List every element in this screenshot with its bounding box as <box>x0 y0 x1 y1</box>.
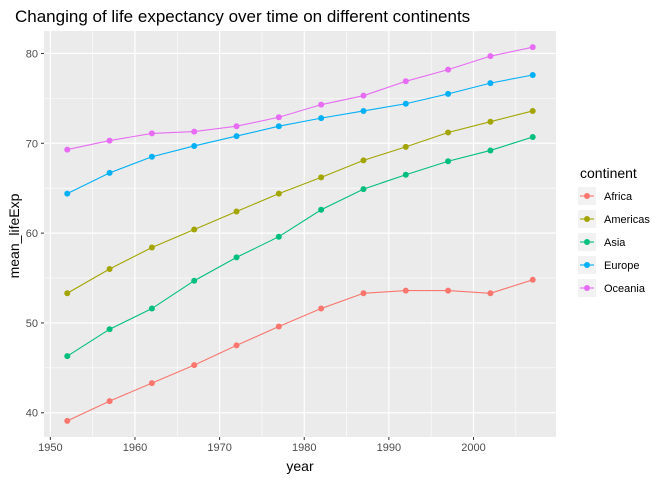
legend-key-point-oceania <box>584 285 590 291</box>
data-point-africa <box>487 290 494 297</box>
y-tick-label: 40 <box>26 408 38 420</box>
data-point-africa <box>529 276 536 283</box>
legend-key-point-asia <box>584 239 590 245</box>
data-point-asia <box>360 186 367 193</box>
data-point-americas <box>148 244 155 251</box>
data-point-oceania <box>360 92 367 99</box>
data-point-europe <box>64 190 71 197</box>
data-point-oceania <box>106 137 113 144</box>
data-point-asia <box>445 158 452 165</box>
x-tick-label: 1950 <box>38 442 62 454</box>
legend-label-asia: Asia <box>604 237 626 249</box>
data-point-oceania <box>487 53 494 60</box>
legend-key-point-americas <box>584 216 590 222</box>
data-point-asia <box>64 353 71 360</box>
data-point-africa <box>191 362 198 369</box>
data-point-oceania <box>529 44 536 51</box>
plot-panel <box>44 31 556 437</box>
data-point-europe <box>233 133 240 140</box>
legend-label-europe: Europe <box>604 260 639 272</box>
data-point-africa <box>445 287 452 294</box>
legend-label-oceania: Oceania <box>604 283 646 295</box>
series-lines <box>66 46 533 422</box>
data-point-oceania <box>318 101 325 108</box>
data-point-asia <box>487 147 494 154</box>
series-points <box>64 44 536 424</box>
data-point-africa <box>64 417 71 424</box>
x-axis-title: year <box>286 458 314 474</box>
data-point-europe <box>529 72 536 79</box>
chart-title: Changing of life expectancy over time on… <box>15 7 470 26</box>
x-tick-label: 1990 <box>377 442 401 454</box>
data-point-oceania <box>402 78 409 85</box>
data-point-asia <box>402 171 409 178</box>
data-point-europe <box>402 100 409 107</box>
legend: continent Africa Americas Asia Europe Oceani… <box>578 165 650 297</box>
data-point-americas <box>487 118 494 125</box>
series-line-oceania <box>67 46 533 151</box>
legend-key-point-europe <box>584 262 590 268</box>
data-point-asia <box>106 326 113 333</box>
data-point-americas <box>64 290 71 297</box>
series-line-europe <box>67 74 533 195</box>
data-point-americas <box>191 226 198 233</box>
series-line-asia <box>66 136 533 357</box>
data-point-oceania <box>445 66 452 73</box>
x-tick-label: 1960 <box>123 442 147 454</box>
data-point-europe <box>191 142 198 149</box>
y-axis-title: mean_lifeExp <box>6 193 22 278</box>
grid-minor <box>44 31 556 437</box>
series-line-africa <box>67 279 533 422</box>
data-point-asia <box>233 254 240 261</box>
data-point-asia <box>318 206 325 213</box>
data-point-europe <box>275 123 282 130</box>
data-point-oceania <box>64 146 71 153</box>
data-point-americas <box>106 266 113 273</box>
data-point-oceania <box>148 130 155 137</box>
legend-key-point-africa <box>584 193 590 199</box>
legend-label-africa: Africa <box>604 191 633 203</box>
data-point-oceania <box>233 123 240 130</box>
data-point-americas <box>275 190 282 197</box>
data-point-africa <box>402 287 409 294</box>
data-point-asia <box>529 133 536 140</box>
y-tick-label: 70 <box>26 138 38 150</box>
data-point-oceania <box>191 128 198 135</box>
data-point-europe <box>360 107 367 114</box>
series-line-americas <box>66 110 533 294</box>
data-point-europe <box>487 80 494 87</box>
y-tick-label: 50 <box>26 318 38 330</box>
data-point-europe <box>106 169 113 176</box>
data-point-africa <box>106 398 113 405</box>
data-point-asia <box>191 277 198 284</box>
grid-major <box>44 31 556 437</box>
y-tick-label: 80 <box>26 48 38 60</box>
data-point-americas <box>529 107 536 114</box>
data-point-americas <box>445 129 452 136</box>
x-tick-label: 1980 <box>292 442 316 454</box>
data-point-africa <box>275 323 282 330</box>
data-point-asia <box>148 305 155 312</box>
x-tick-label: 2000 <box>461 442 485 454</box>
y-axis: 40 50 60 70 80 <box>26 48 44 420</box>
x-tick-label: 1970 <box>207 442 231 454</box>
data-point-europe <box>318 115 325 122</box>
data-point-americas <box>402 143 409 150</box>
data-point-africa <box>148 380 155 387</box>
data-point-asia <box>275 233 282 240</box>
data-point-africa <box>360 290 367 297</box>
data-point-americas <box>233 208 240 215</box>
data-point-americas <box>318 174 325 181</box>
data-point-europe <box>148 153 155 160</box>
x-axis: 1950 1960 1970 1980 1990 2000 <box>38 437 486 454</box>
legend-title: continent <box>580 165 637 181</box>
legend-label-americas: Americas <box>604 214 650 226</box>
data-point-americas <box>360 157 367 164</box>
data-point-africa <box>233 342 240 349</box>
data-point-oceania <box>275 114 282 121</box>
y-tick-label: 60 <box>26 228 38 240</box>
data-point-europe <box>445 90 452 97</box>
data-point-africa <box>318 305 325 312</box>
